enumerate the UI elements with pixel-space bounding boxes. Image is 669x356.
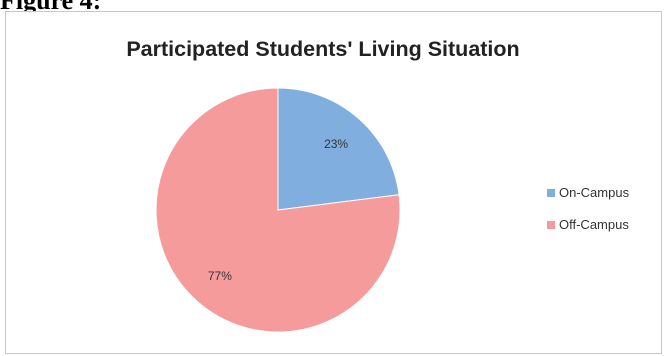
pie-slice-off-campus <box>155 87 401 333</box>
legend-label-on-campus: On-Campus <box>559 185 630 200</box>
pie-data-labels: 23% 77% <box>208 137 349 283</box>
legend-swatch-off-campus <box>547 221 555 229</box>
chart-legend: On-Campus Off-Campus <box>547 185 630 232</box>
pie-slices <box>155 87 401 333</box>
data-label-off-campus: 77% <box>208 269 232 283</box>
pie-slice-on-campus <box>277 87 400 211</box>
chart-title: Participated Students' Living Situation <box>126 37 519 61</box>
legend-label-off-campus: Off-Campus <box>559 217 629 232</box>
data-label-on-campus: 23% <box>324 137 348 151</box>
legend-swatch-on-campus <box>547 189 555 197</box>
